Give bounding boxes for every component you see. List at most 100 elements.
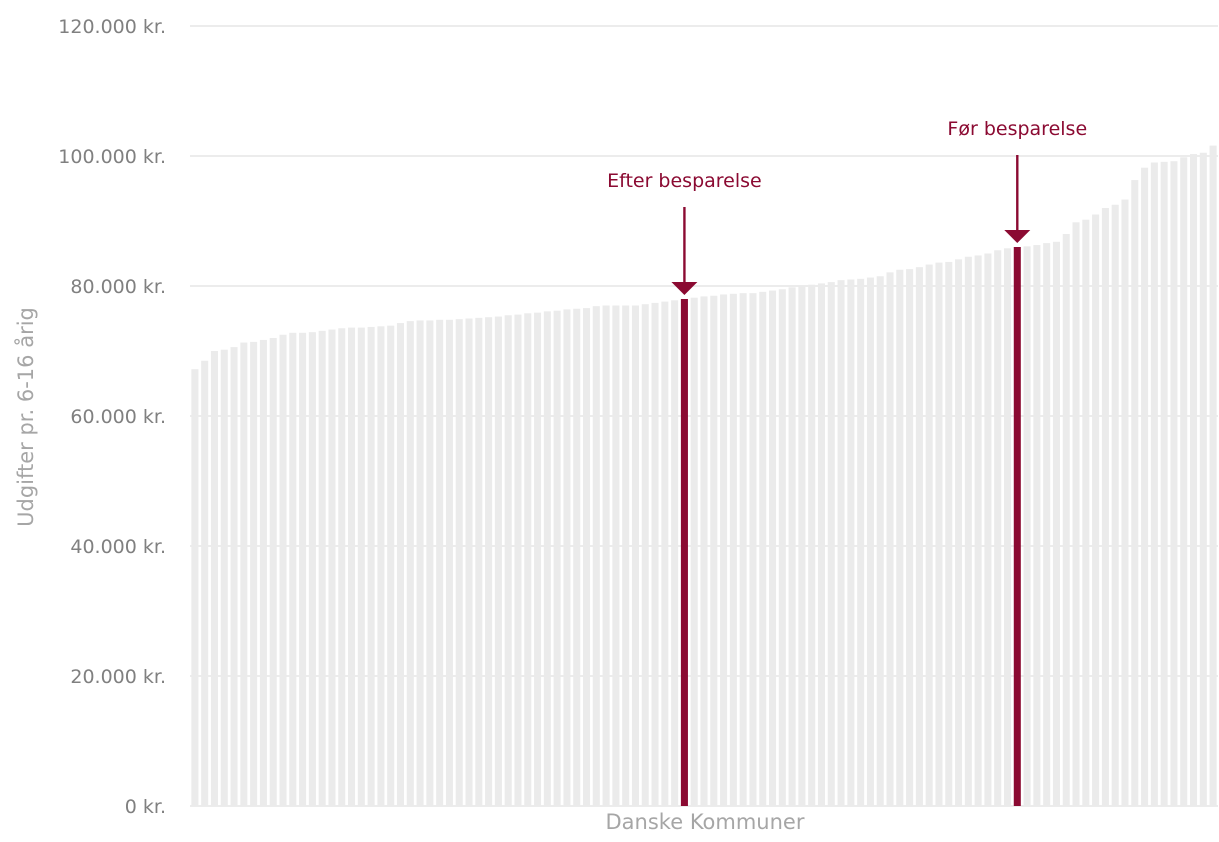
bar bbox=[1189, 154, 1198, 807]
bar bbox=[974, 255, 982, 806]
bar bbox=[945, 261, 953, 806]
bar bbox=[690, 297, 698, 806]
bar bbox=[514, 314, 522, 806]
bar bbox=[1023, 246, 1031, 807]
bar bbox=[778, 289, 786, 806]
bar bbox=[426, 320, 434, 806]
bar bbox=[436, 319, 444, 806]
bar bbox=[279, 334, 287, 806]
bar bbox=[455, 319, 463, 806]
bar bbox=[622, 305, 630, 806]
bar bbox=[475, 317, 483, 806]
bar bbox=[700, 296, 708, 806]
annotation-arrow-head bbox=[1004, 230, 1031, 243]
bar bbox=[1121, 199, 1129, 807]
bar bbox=[348, 327, 356, 806]
bar bbox=[1180, 157, 1188, 807]
annotation-arrow-head bbox=[671, 282, 698, 295]
bar bbox=[827, 282, 835, 807]
bar bbox=[592, 306, 600, 806]
bar bbox=[230, 347, 238, 806]
bar bbox=[857, 278, 865, 807]
bar bbox=[259, 339, 267, 806]
bar bbox=[563, 309, 571, 806]
bar bbox=[788, 287, 796, 806]
bar bbox=[485, 317, 493, 806]
bar bbox=[445, 319, 453, 806]
bar bbox=[504, 315, 512, 806]
bar bbox=[1199, 152, 1207, 806]
bar bbox=[494, 316, 502, 806]
bar bbox=[769, 290, 777, 806]
bar bbox=[915, 267, 923, 806]
annotation-label: Før besparelse bbox=[947, 118, 1087, 140]
bar bbox=[906, 269, 914, 807]
bar bbox=[759, 291, 767, 807]
bar bbox=[328, 329, 336, 806]
bar bbox=[876, 276, 884, 806]
bar bbox=[1082, 219, 1090, 806]
bar bbox=[1033, 245, 1041, 807]
bar bbox=[886, 272, 894, 807]
y-tick-label: 100.000 kr. bbox=[58, 146, 166, 168]
bar bbox=[1141, 167, 1149, 806]
bar bbox=[710, 295, 718, 806]
bar bbox=[1052, 241, 1060, 807]
bar bbox=[612, 305, 620, 806]
bar bbox=[543, 311, 551, 806]
bar bbox=[817, 283, 826, 806]
bar bbox=[1160, 161, 1168, 807]
bar bbox=[720, 294, 728, 806]
bar bbox=[651, 302, 659, 806]
bar bbox=[308, 332, 316, 806]
bar bbox=[1043, 243, 1051, 807]
bar bbox=[925, 264, 933, 806]
highlight-bar bbox=[1013, 247, 1021, 806]
y-tick-label: 120.000 kr. bbox=[58, 16, 166, 38]
annotations: Efter besparelse Før besparelse bbox=[607, 118, 1087, 295]
bar bbox=[661, 301, 669, 806]
bar bbox=[1062, 234, 1070, 806]
bar bbox=[866, 277, 874, 806]
y-axis-title: Udgifter pr. 6-16 årig bbox=[13, 307, 38, 527]
y-tick-label: 0 kr. bbox=[125, 796, 166, 818]
bar bbox=[573, 308, 581, 806]
bar bbox=[955, 259, 963, 807]
annotation-label: Efter besparelse bbox=[607, 170, 762, 192]
bar bbox=[406, 321, 414, 806]
bar bbox=[984, 253, 992, 806]
bar bbox=[582, 308, 591, 806]
bar bbox=[602, 305, 610, 806]
bar bbox=[1072, 222, 1080, 807]
bar bbox=[1209, 145, 1217, 807]
bar bbox=[994, 250, 1002, 806]
bar bbox=[935, 262, 943, 807]
y-tick-label: 20.000 kr. bbox=[70, 666, 166, 688]
bar bbox=[641, 304, 649, 806]
bar bbox=[269, 338, 277, 806]
bar bbox=[524, 313, 532, 806]
bar bbox=[837, 280, 845, 806]
bar bbox=[191, 369, 199, 806]
bar bbox=[396, 323, 405, 806]
bar bbox=[299, 332, 307, 806]
bar bbox=[1131, 180, 1139, 807]
bar bbox=[964, 256, 972, 806]
bar bbox=[553, 310, 561, 806]
highlight-bar bbox=[680, 299, 688, 806]
bar bbox=[1003, 248, 1012, 807]
bar bbox=[896, 269, 904, 806]
bar bbox=[1111, 204, 1119, 806]
bar bbox=[847, 279, 855, 806]
x-axis-title: Danske Kommuner bbox=[606, 810, 805, 834]
bar bbox=[1170, 161, 1178, 806]
bar bbox=[357, 327, 365, 806]
bar bbox=[631, 305, 639, 806]
bar bbox=[1101, 208, 1109, 806]
bar bbox=[1092, 214, 1100, 806]
bar bbox=[465, 318, 473, 806]
y-tick-label: 80.000 kr. bbox=[70, 276, 166, 298]
bar bbox=[220, 349, 228, 806]
